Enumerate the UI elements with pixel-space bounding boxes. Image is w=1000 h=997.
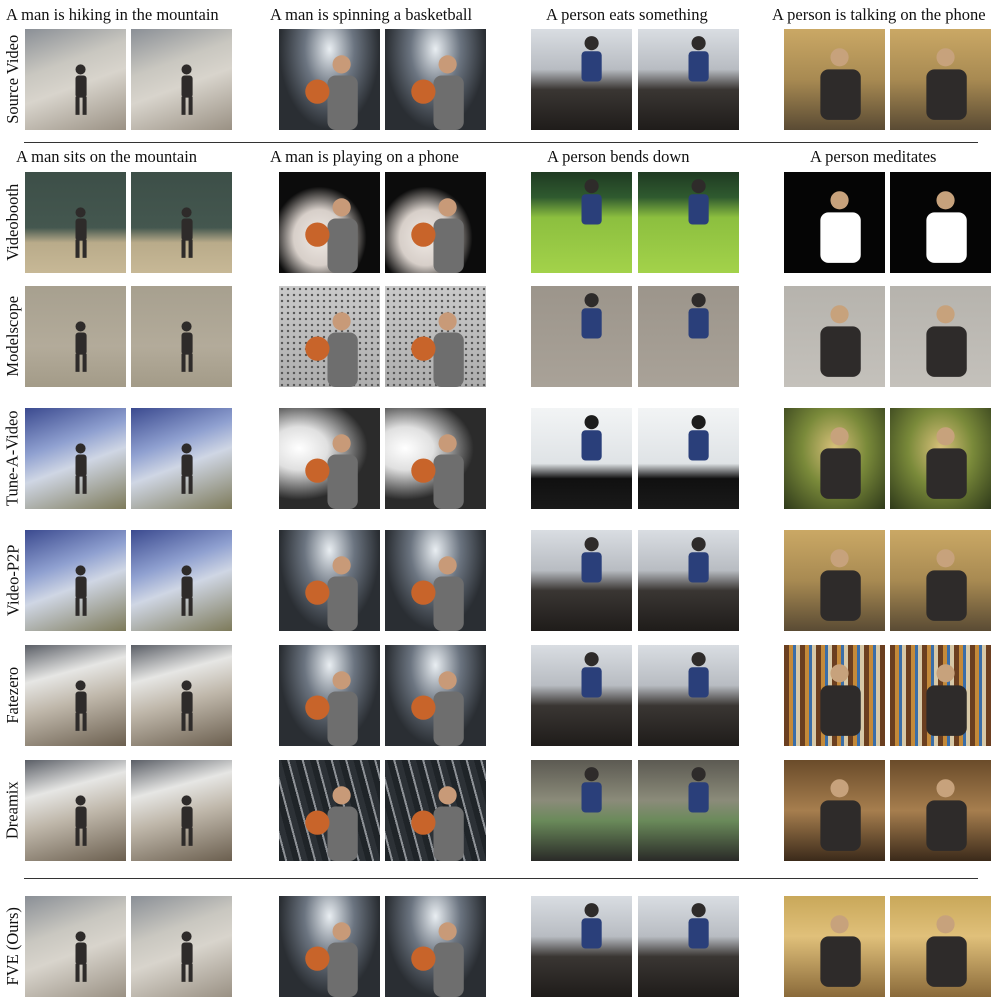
- video-frame: [279, 286, 380, 387]
- video-frame: [890, 645, 991, 746]
- edit-caption-2: A man is playing on a phone: [270, 147, 459, 166]
- video-frame: [279, 645, 380, 746]
- video-frame: [279, 408, 380, 509]
- source-caption-4: A person is talking on the phone: [772, 5, 986, 24]
- video-frame: [531, 29, 632, 130]
- edit-caption-1: A man sits on the mountain: [16, 147, 198, 166]
- video-frame: [531, 645, 632, 746]
- video-frame: [131, 645, 232, 746]
- video-frame: [131, 286, 232, 387]
- divider-bottom: [24, 878, 978, 879]
- video-frame: [25, 172, 126, 273]
- video-frame: [531, 896, 632, 997]
- video-frame: [25, 286, 126, 387]
- edit-caption-4: A person meditates: [810, 147, 937, 166]
- video-frame: [25, 896, 126, 997]
- video-frame: [784, 645, 885, 746]
- video-frame: [638, 172, 739, 273]
- video-frame: [638, 408, 739, 509]
- video-frame: [385, 286, 486, 387]
- video-frame: [131, 408, 232, 509]
- row-label-tune-a-video: Tune-A-Video: [2, 409, 22, 506]
- video-frame: [784, 286, 885, 387]
- video-frame: [385, 896, 486, 997]
- video-frame: [279, 172, 380, 273]
- video-frame: [531, 286, 632, 387]
- video-frame: [385, 172, 486, 273]
- video-frame: [890, 896, 991, 997]
- video-frame: [638, 896, 739, 997]
- video-frame: [531, 172, 632, 273]
- video-frame: [531, 530, 632, 631]
- source-caption-1: A man is hiking in the mountain: [6, 5, 219, 24]
- video-frame: [131, 760, 232, 861]
- video-frame: [25, 645, 126, 746]
- video-frame: [385, 645, 486, 746]
- video-frame: [279, 896, 380, 997]
- video-frame: [131, 530, 232, 631]
- video-frame: [385, 29, 486, 130]
- video-frame: [890, 172, 991, 273]
- row-label-videobooth: Videobooth: [2, 183, 22, 261]
- video-frame: [784, 408, 885, 509]
- row-label-fve-ours: FVE (Ours): [2, 906, 22, 985]
- video-frame: [385, 530, 486, 631]
- video-frame: [784, 760, 885, 861]
- edit-caption-3: A person bends down: [547, 147, 690, 166]
- video-frame: [784, 530, 885, 631]
- video-frame: [385, 408, 486, 509]
- video-frame: [784, 172, 885, 273]
- row-label-source-video: Source Video: [2, 34, 22, 124]
- video-frame: [25, 760, 126, 861]
- video-frame: [385, 760, 486, 861]
- video-frame: [890, 286, 991, 387]
- divider-top: [24, 142, 978, 143]
- video-frame: [531, 408, 632, 509]
- row-label-modelscope: Modelscope: [2, 295, 22, 377]
- row-label-video-p2p: Video-P2P: [2, 544, 22, 616]
- video-frame: [638, 286, 739, 387]
- video-frame: [279, 760, 380, 861]
- video-frame: [279, 530, 380, 631]
- video-frame: [638, 645, 739, 746]
- row-label-dreamix: Dreamix: [2, 780, 22, 839]
- video-frame: [279, 29, 380, 130]
- video-frame: [890, 760, 991, 861]
- video-frame: [131, 896, 232, 997]
- video-frame: [25, 29, 126, 130]
- video-frame: [638, 530, 739, 631]
- video-frame: [890, 408, 991, 509]
- video-frame: [638, 760, 739, 861]
- video-frame: [131, 29, 232, 130]
- video-frame: [25, 530, 126, 631]
- video-frame: [784, 896, 885, 997]
- video-frame: [131, 172, 232, 273]
- source-caption-3: A person eats something: [546, 5, 708, 24]
- source-caption-2: A man is spinning a basketball: [270, 5, 473, 24]
- video-frame: [638, 29, 739, 130]
- row-label-fatezero: Fatezero: [2, 666, 22, 724]
- video-frame: [784, 29, 885, 130]
- video-frame: [25, 408, 126, 509]
- video-frame: [890, 530, 991, 631]
- video-frame: [890, 29, 991, 130]
- video-frame: [531, 760, 632, 861]
